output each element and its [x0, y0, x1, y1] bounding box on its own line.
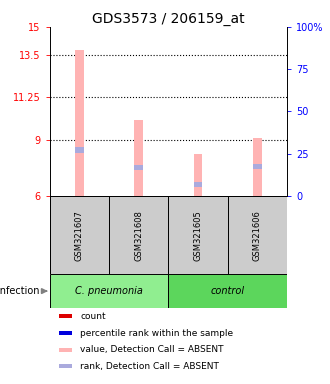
Text: rank, Detection Call = ABSENT: rank, Detection Call = ABSENT	[81, 362, 219, 371]
Text: control: control	[211, 286, 245, 296]
Text: GSM321607: GSM321607	[75, 210, 84, 261]
Bar	[75, 50, 84, 196]
Text: GSM321606: GSM321606	[253, 210, 262, 261]
Bar	[253, 164, 262, 169]
Bar	[134, 120, 143, 196]
Bar	[253, 138, 262, 196]
Bar	[193, 182, 203, 187]
Text: C. pneumonia: C. pneumonia	[75, 286, 143, 296]
Bar	[168, 196, 228, 275]
Text: value, Detection Call = ABSENT: value, Detection Call = ABSENT	[81, 345, 224, 354]
Bar	[134, 165, 143, 170]
Bar	[59, 364, 72, 368]
Bar	[59, 348, 72, 352]
Title: GDS3573 / 206159_at: GDS3573 / 206159_at	[92, 12, 245, 26]
Bar	[193, 154, 203, 196]
Text: GSM321605: GSM321605	[193, 210, 203, 261]
Bar	[75, 147, 84, 152]
Bar	[59, 331, 72, 335]
Text: GSM321608: GSM321608	[134, 210, 143, 261]
Bar	[50, 275, 168, 308]
Text: infection: infection	[0, 286, 40, 296]
Bar	[50, 196, 109, 275]
Bar	[228, 196, 287, 275]
Text: count: count	[81, 312, 106, 321]
Bar	[109, 196, 168, 275]
Bar	[59, 314, 72, 318]
Bar	[168, 275, 287, 308]
Text: percentile rank within the sample: percentile rank within the sample	[81, 329, 234, 338]
